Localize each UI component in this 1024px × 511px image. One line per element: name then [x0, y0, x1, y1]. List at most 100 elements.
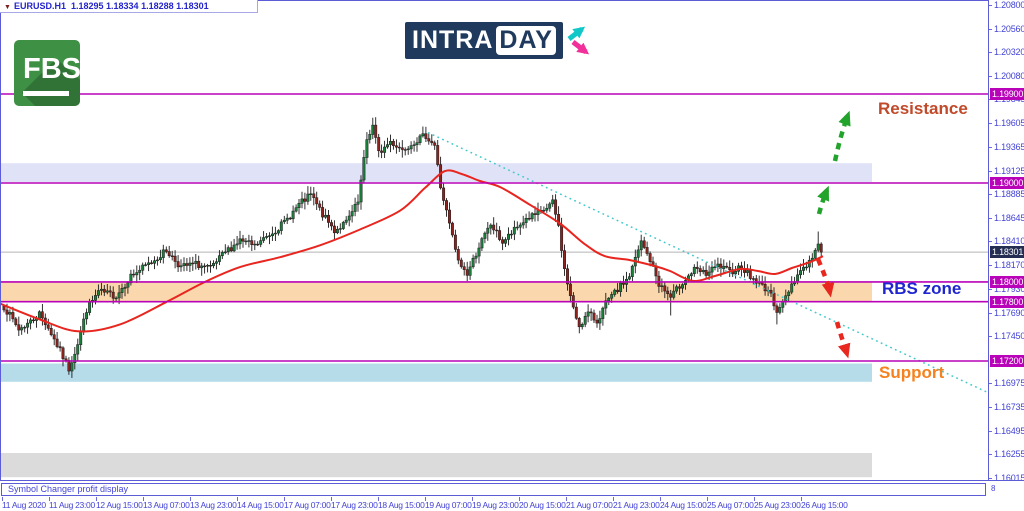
candle — [14, 317, 18, 327]
symbol-changer-bar[interactable]: Symbol Changer profit display — [1, 483, 986, 496]
candle — [170, 250, 174, 261]
candle — [347, 210, 351, 227]
candle — [297, 199, 301, 215]
candle — [498, 226, 502, 242]
candle — [524, 213, 528, 229]
candle — [403, 147, 407, 156]
candle — [73, 347, 77, 370]
candle — [456, 246, 460, 265]
x-axis-tick — [49, 497, 50, 501]
candle — [701, 266, 705, 275]
x-axis-label: 18 Aug 15:00 — [378, 500, 425, 510]
candle — [194, 254, 198, 270]
symbol-name: EURUSD.H1 — [13, 1, 66, 11]
candle — [318, 200, 322, 211]
candle — [778, 303, 782, 315]
candlestick-chart[interactable] — [0, 0, 988, 480]
x-axis-tick — [237, 497, 238, 501]
candle — [111, 286, 115, 304]
candle — [675, 284, 679, 294]
candle — [164, 246, 168, 254]
candle — [371, 117, 375, 140]
candle — [589, 308, 593, 321]
candle — [616, 283, 620, 294]
symbol-info-bar[interactable]: ▼ EURUSD.H1 1.18295 1.18334 1.18288 1.183… — [0, 0, 258, 13]
axis-overflow-digit: 8 — [991, 484, 996, 493]
red-dashed-down-arrow-upper — [815, 258, 835, 298]
candle — [17, 316, 21, 336]
candle — [338, 223, 342, 234]
candle — [769, 283, 773, 297]
candle — [486, 222, 490, 241]
x-axis-tick — [284, 497, 285, 501]
chart-area[interactable]: Resistance RBS zone Support ▼ EURUSD.H1 1.1… — [0, 0, 988, 480]
candle — [359, 175, 363, 210]
candle — [8, 309, 12, 322]
y-axis-tick — [989, 454, 992, 455]
y-axis-tick — [989, 431, 992, 432]
y-axis-tick — [989, 123, 992, 124]
support-label: Support — [879, 363, 945, 382]
y-axis-tick — [989, 241, 992, 242]
candle — [530, 212, 534, 222]
x-axis-tick — [331, 497, 332, 501]
candle — [400, 140, 404, 158]
support-zone — [1, 363, 872, 382]
candle — [536, 202, 540, 222]
candle — [415, 137, 419, 152]
candle — [226, 245, 230, 255]
candle — [601, 306, 605, 326]
candle — [256, 241, 260, 246]
candle — [568, 276, 572, 303]
x-axis-tick — [519, 497, 520, 501]
candle — [639, 234, 643, 257]
y-axis-label: 1.17690 — [994, 308, 1024, 318]
candle — [206, 263, 210, 273]
level-price-label: 1.19900 — [990, 88, 1024, 100]
candle — [468, 261, 472, 280]
price-axis[interactable]: 1.208001.205601.203201.200801.198451.196… — [988, 0, 1024, 483]
x-axis-label: 19 Aug 07:00 — [425, 500, 472, 510]
candle — [315, 191, 319, 210]
candle — [138, 265, 142, 281]
candle — [279, 219, 283, 235]
candle — [775, 303, 779, 325]
fbs-logo: FBS — [14, 40, 80, 106]
candle — [542, 206, 546, 213]
lower-gray-zone — [1, 453, 872, 478]
candle — [595, 314, 599, 328]
candle — [406, 146, 410, 155]
candle — [135, 265, 139, 283]
candle — [672, 284, 676, 300]
x-axis-label: 13 Aug 23:00 — [190, 500, 237, 510]
dropdown-triangle-icon[interactable]: ▼ — [4, 4, 11, 11]
y-axis-label: 1.20320 — [994, 47, 1024, 57]
candle — [362, 149, 366, 184]
time-axis-area[interactable]: Symbol Changer profit display 8 11 Aug 2… — [0, 480, 1024, 511]
candle — [291, 205, 295, 223]
intraday-text-day: DAY — [496, 26, 556, 55]
candle — [161, 244, 165, 264]
candle — [619, 280, 623, 297]
candle — [185, 258, 189, 271]
y-axis-label: 1.18885 — [994, 189, 1024, 199]
green-dashed-up-arrow-upper — [832, 110, 851, 162]
ohlc-high: 1.18334 — [106, 1, 139, 11]
red-dashed-down-arrow-lower — [834, 321, 851, 359]
candle — [105, 284, 109, 295]
candle — [253, 240, 257, 251]
candle — [389, 134, 392, 153]
candle — [141, 262, 145, 275]
candle — [285, 213, 289, 224]
y-axis-label: 1.20560 — [994, 24, 1024, 34]
candle — [120, 283, 124, 299]
candle — [394, 139, 398, 154]
candle — [787, 290, 791, 303]
candle — [99, 282, 103, 296]
candle — [167, 245, 171, 258]
candle — [247, 234, 251, 248]
fbs-logo-underline — [23, 91, 69, 96]
candle — [365, 132, 369, 165]
candle — [548, 201, 552, 212]
candle — [288, 216, 292, 220]
